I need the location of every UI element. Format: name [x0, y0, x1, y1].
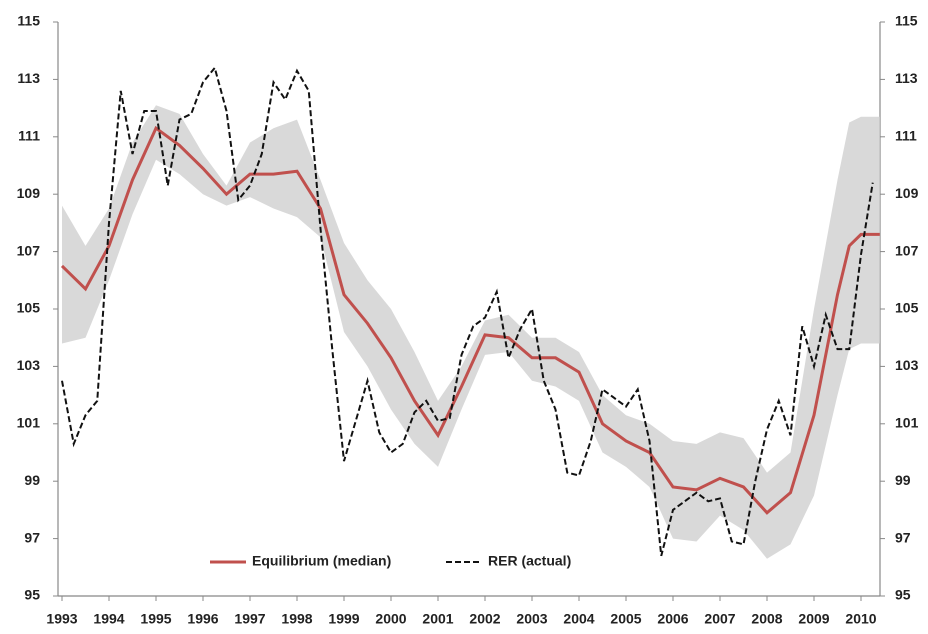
x-tick-label: 2009 [798, 611, 829, 627]
y-tick-label: 109 [17, 185, 41, 201]
x-tick-label: 2008 [751, 611, 782, 627]
legend-label: Equilibrium (median) [252, 553, 391, 569]
y2-tick-label: 113 [895, 70, 918, 86]
confidence-band [62, 105, 880, 559]
x-tick-label: 1995 [140, 611, 171, 627]
y-tick-label: 103 [17, 357, 41, 373]
y2-tick-label: 97 [895, 529, 911, 545]
y2-tick-label: 105 [895, 300, 919, 316]
x-tick-label: 2000 [375, 611, 406, 627]
legend-label: RER (actual) [488, 553, 571, 569]
y2-tick-label: 99 [895, 472, 911, 488]
x-tick-label: 2006 [657, 611, 688, 627]
y-tick-label: 111 [18, 128, 40, 144]
y2-tick-label: 107 [895, 242, 919, 258]
y-tick-label: 95 [24, 587, 40, 603]
series-line [60, 125, 880, 515]
y-tick-label: 101 [17, 415, 41, 431]
y-tick-label: 105 [17, 300, 41, 316]
y2-tick-label: 109 [895, 185, 919, 201]
x-tick-label: 2005 [610, 611, 641, 627]
x-tick-label: 2010 [845, 611, 876, 627]
y-tick-label: 97 [24, 529, 40, 545]
y-tick-label: 115 [17, 13, 40, 29]
x-tick-label: 1997 [234, 611, 265, 627]
x-tick-label: 2001 [422, 611, 453, 627]
y2-tick-label: 95 [895, 587, 911, 603]
x-tick-label: 1998 [281, 611, 312, 627]
x-tick-label: 1994 [93, 611, 124, 627]
y-tick-label: 107 [17, 242, 41, 258]
x-tick-label: 1999 [328, 611, 359, 627]
series-line [61, 65, 874, 557]
x-tick-label: 2003 [516, 611, 547, 627]
x-tick-label: 1993 [46, 611, 77, 627]
y2-tick-label: 103 [895, 357, 919, 373]
y-tick-label: 99 [24, 472, 40, 488]
x-tick-label: 2007 [704, 611, 735, 627]
x-tick-label: 1996 [187, 611, 218, 627]
x-tick-label: 2004 [563, 611, 594, 627]
y2-tick-label: 115 [895, 13, 918, 29]
y2-tick-label: 111 [895, 128, 917, 144]
x-tick-label: 2002 [469, 611, 500, 627]
y2-tick-label: 101 [895, 415, 919, 431]
y-tick-label: 113 [17, 70, 40, 86]
